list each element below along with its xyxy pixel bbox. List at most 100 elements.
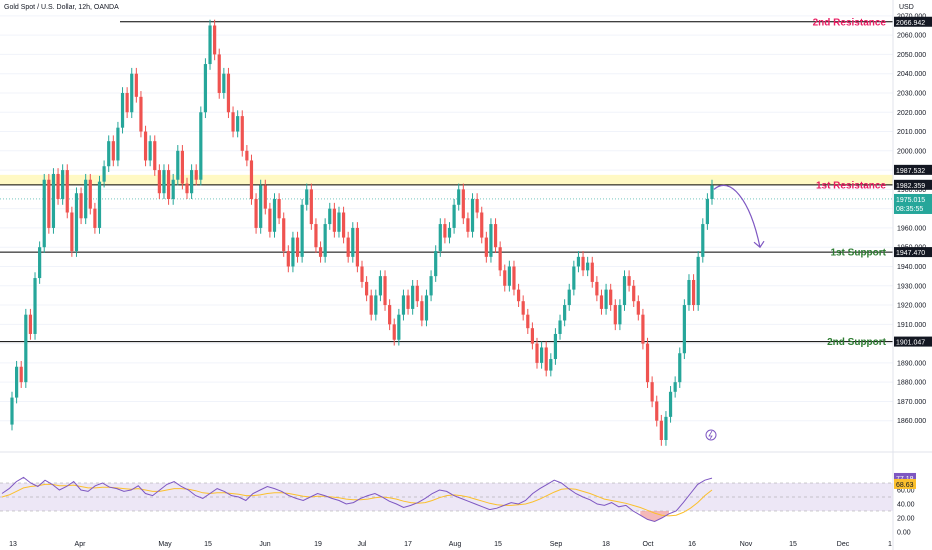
candle-body — [203, 64, 208, 113]
candle-body — [65, 170, 69, 213]
candle-body — [236, 116, 240, 132]
candle-body — [74, 193, 79, 252]
candle-body — [254, 199, 258, 228]
y-tick-label: 1960.000 — [897, 225, 926, 232]
candle-body — [563, 305, 567, 321]
candle-body — [199, 112, 203, 180]
candle-body — [378, 276, 383, 296]
candle-body — [97, 181, 102, 228]
candle-body — [360, 266, 364, 282]
candle-body — [263, 185, 267, 209]
candle-body — [415, 285, 419, 302]
y-tick-label: 2010.000 — [897, 129, 926, 136]
grid — [0, 15, 893, 422]
candle-body — [70, 212, 74, 252]
candles — [10, 19, 714, 446]
candle-body — [355, 227, 359, 267]
candle-body — [323, 224, 327, 257]
x-tick-label: 15 — [204, 541, 212, 548]
candle-body — [337, 212, 341, 232]
candle-body — [470, 199, 475, 232]
rsi-ma-line — [1, 483, 713, 517]
candle-body — [84, 179, 88, 219]
x-tick-label: Sep — [550, 541, 563, 548]
level-label: 1st Resistance — [816, 180, 886, 191]
y-tick-label: 2050.000 — [897, 52, 926, 59]
candle-body — [609, 289, 613, 306]
candle-body — [489, 224, 493, 257]
candle-body — [586, 262, 590, 271]
candle-body — [79, 193, 83, 219]
candle-body — [351, 227, 355, 257]
x-tick-label: 17 — [404, 541, 412, 548]
x-tick-label: Oct — [643, 541, 654, 548]
candle-body — [701, 224, 705, 257]
x-tick-label: 1 — [888, 541, 892, 548]
candle-body — [139, 96, 143, 132]
y-tick-label: 1930.000 — [897, 283, 926, 290]
candle-body — [176, 150, 180, 180]
candle-body — [475, 199, 479, 213]
y-tick-label: 1920.000 — [897, 303, 926, 310]
candle-body — [572, 266, 576, 290]
candle-body — [277, 199, 281, 219]
y-tick-label: 2020.000 — [897, 110, 926, 117]
x-tick-label: 18 — [602, 541, 610, 548]
candle-body — [171, 179, 175, 200]
candle-body — [590, 262, 594, 282]
candle-body — [383, 276, 387, 306]
candle-body — [42, 179, 46, 248]
candle-body — [268, 208, 272, 232]
candle-body — [673, 382, 677, 392]
candle-body — [10, 397, 14, 425]
candle-body — [148, 141, 152, 161]
y-tick-label: 2060.000 — [897, 33, 926, 40]
candle-body — [696, 256, 700, 306]
candle-body — [526, 314, 530, 329]
candle-body — [102, 166, 106, 182]
candle-body — [217, 54, 221, 93]
lightning-icon[interactable] — [705, 429, 717, 441]
candle-body — [295, 237, 300, 257]
zone-price-label: 1987.532 — [896, 168, 925, 175]
countdown-label: 08:35:55 — [896, 206, 923, 213]
x-tick-label: Jun — [259, 541, 270, 548]
y-tick-label: 1940.000 — [897, 264, 926, 271]
y-tick-label: 1910.000 — [897, 322, 926, 329]
candle-body — [406, 295, 410, 309]
x-tick-label: Aug — [449, 541, 462, 548]
candle-body — [655, 401, 659, 421]
x-tick-label: 16 — [688, 541, 696, 548]
x-tick-label: 13 — [9, 541, 17, 548]
candle-body — [521, 301, 525, 315]
x-tick-label: May — [158, 541, 172, 548]
candle-body — [365, 281, 369, 296]
candle-body — [627, 276, 631, 286]
candle-body — [493, 224, 498, 248]
candle-body — [51, 173, 56, 228]
level-price-box — [894, 179, 932, 190]
candle-body — [194, 170, 198, 180]
candle-body — [314, 224, 318, 248]
candle-body — [231, 112, 235, 132]
candle-body — [305, 189, 309, 205]
candle-body — [691, 279, 696, 306]
candle-body — [558, 320, 562, 334]
candle-body — [641, 314, 645, 344]
candle-body — [457, 189, 461, 205]
rsi-tick-label: 60.00 — [897, 488, 915, 495]
candle-body — [157, 170, 161, 194]
candle-body — [604, 289, 608, 309]
x-tick-label: 15 — [789, 541, 797, 548]
candle-body — [93, 208, 97, 228]
candle-body — [166, 170, 171, 200]
candle-body — [88, 179, 92, 209]
candle-body — [447, 227, 452, 238]
candle-body — [300, 204, 304, 257]
candle-body — [61, 170, 65, 200]
candle-body — [56, 173, 60, 200]
level-label: 2nd Resistance — [813, 17, 887, 28]
candle-body — [535, 343, 539, 363]
